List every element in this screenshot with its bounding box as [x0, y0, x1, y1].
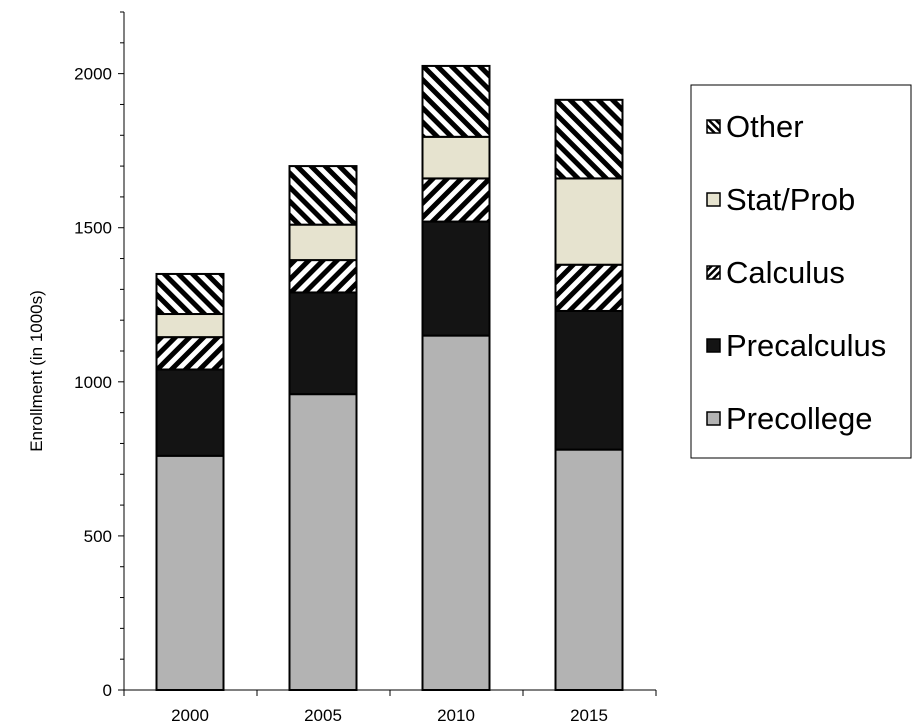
bar-segment-precollege-2015	[554, 448, 624, 692]
bar-segment-other-2010	[421, 64, 491, 138]
bar-segment-precalculus-2005	[288, 291, 358, 396]
x-tick-label: 2005	[304, 706, 342, 725]
legend-label: Other	[726, 109, 804, 144]
legend-swatch-precollege	[706, 411, 721, 426]
axes-layer: 0 500 1000 1500 2000 2000 2005 2010 2015	[74, 11, 657, 725]
y-tick-label: 1500	[74, 219, 112, 238]
legend-label: Precalculus	[726, 328, 886, 363]
bars-layer	[155, 64, 624, 692]
x-tick-label: 2015	[570, 706, 608, 725]
bar-segment-stat-prob-2015	[554, 177, 624, 266]
y-axis-label: Enrollment (in 1000s)	[27, 290, 46, 452]
y-tick-label: 500	[84, 527, 112, 546]
bar-segment-other-2015	[554, 98, 624, 180]
bar-segment-precalculus-2010	[421, 220, 491, 337]
bar-segment-precollege-2000	[155, 454, 225, 692]
bar-segment-precollege-2005	[288, 393, 358, 691]
bar-segment-stat-prob-2000	[155, 313, 225, 339]
bar-segment-calculus-2010	[421, 177, 491, 223]
bar-segment-other-2000	[155, 272, 225, 316]
legend-box	[690, 84, 912, 459]
bar-segment-calculus-2015	[554, 263, 624, 312]
bar-segment-stat-prob-2010	[421, 135, 491, 180]
legend-swatch-other	[706, 119, 721, 134]
legend-label: Calculus	[726, 255, 845, 290]
y-tick-label: 0	[103, 681, 112, 700]
bar-segment-stat-prob-2005	[288, 223, 358, 262]
legend-swatch-precalculus	[706, 338, 721, 353]
bar-segment-precollege-2010	[421, 334, 491, 691]
bar-segment-other-2005	[288, 165, 358, 226]
legend-label: Precollege	[726, 401, 872, 436]
bar-segment-precalculus-2000	[155, 368, 225, 457]
legend-swatch-stat-prob	[706, 192, 721, 207]
bar-segment-calculus-2000	[155, 336, 225, 371]
bar-segment-calculus-2005	[288, 259, 358, 294]
x-tick-label: 2000	[171, 706, 209, 725]
legend: Other Stat/Prob Calculus Precalculus Precoll…	[690, 84, 912, 459]
legend-label: Stat/Prob	[726, 182, 855, 217]
bar-segment-precalculus-2015	[554, 309, 624, 451]
y-tick-label: 2000	[74, 65, 112, 84]
x-tick-label: 2010	[437, 706, 475, 725]
y-tick-label: 1000	[74, 373, 112, 392]
legend-swatch-calculus	[706, 265, 721, 280]
